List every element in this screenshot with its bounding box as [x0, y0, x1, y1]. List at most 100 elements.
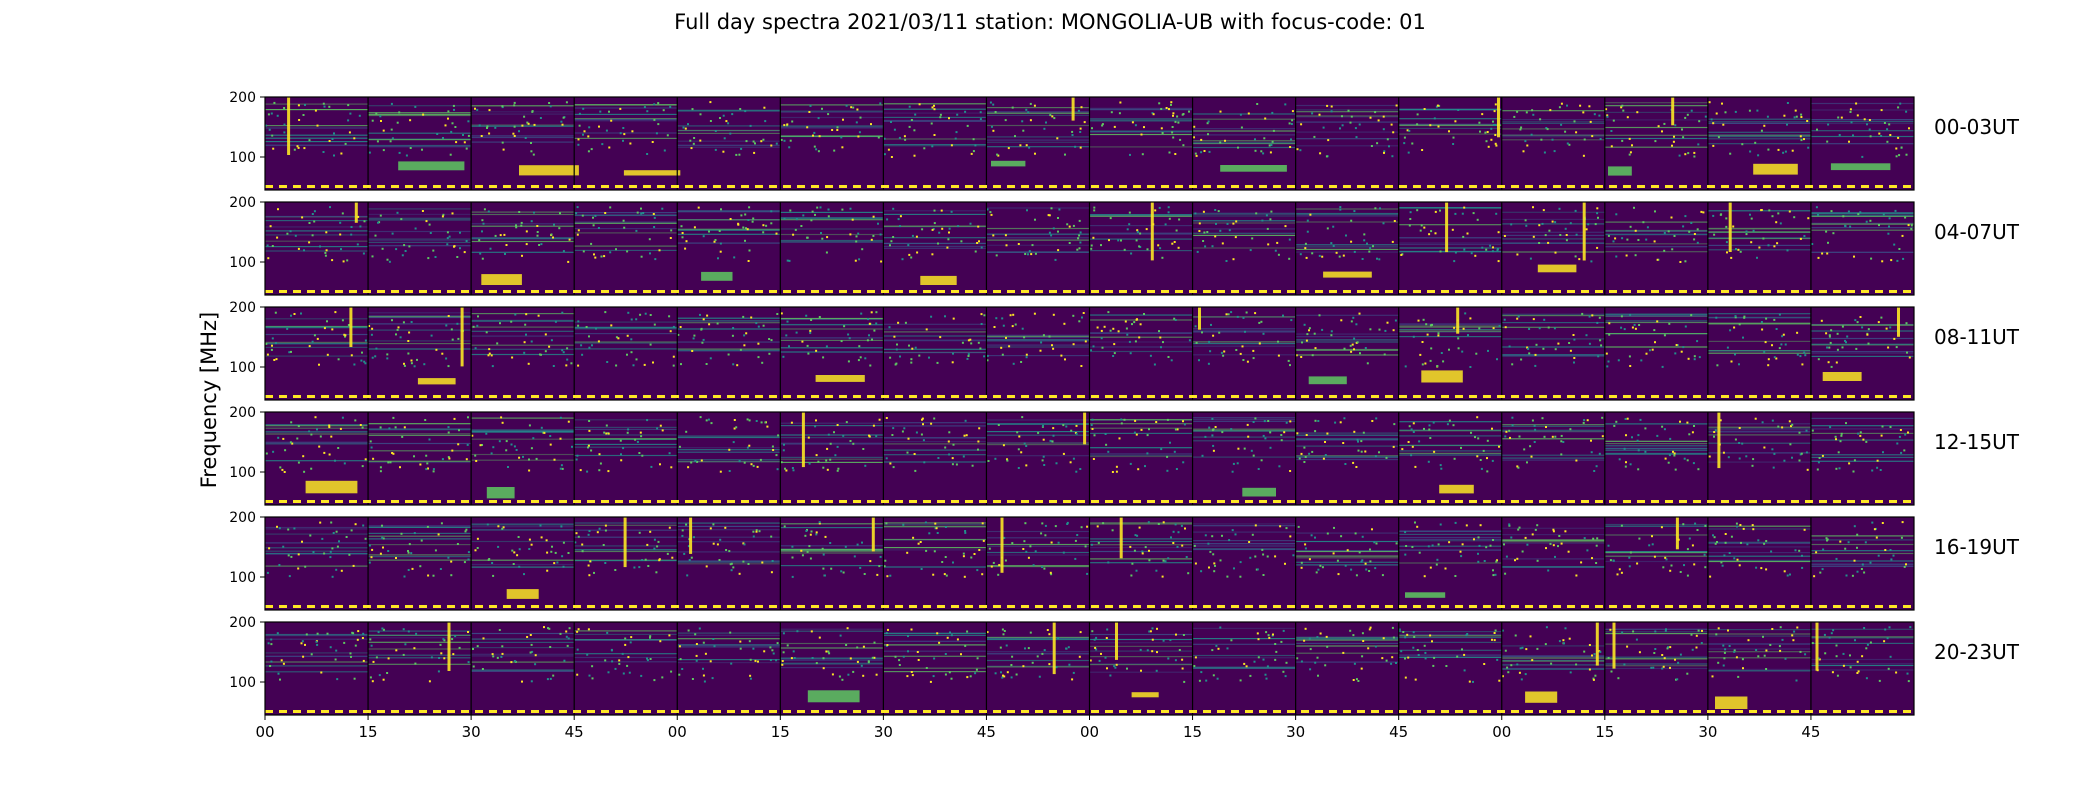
spectrogram-panel: [470, 202, 575, 295]
spectrogram-panel: [1707, 517, 1811, 610]
x-tick-label: 30: [1698, 723, 1717, 741]
spectrogram-panel: [1295, 622, 1399, 715]
panel-frame: [264, 411, 1915, 506]
spectrogram-panel: [1604, 97, 1708, 190]
spectrogram-panel: [573, 202, 678, 295]
x-tick-label: 30: [1286, 723, 1305, 741]
spectrogram-panel: [985, 307, 1090, 400]
panel-frame: [264, 306, 1915, 401]
spectrogram-panel: [1707, 622, 1811, 715]
spectrogram-panel: [1604, 307, 1708, 400]
y-tick-label: 200: [229, 300, 256, 316]
x-tick-label: 15: [1595, 723, 1614, 741]
spectrogram-panel: [367, 412, 472, 505]
x-tick-label: 45: [977, 723, 996, 741]
y-tick-label: 100: [229, 150, 256, 166]
y-tick-label: 100: [229, 675, 256, 691]
spectrogram-panel: [367, 97, 472, 190]
x-tick-label: 00: [668, 723, 687, 741]
spectrogram-panel: [985, 517, 1090, 610]
spectrogram-panel: [1810, 517, 1915, 610]
spectrogram-panel: [1810, 307, 1915, 400]
spectrogram-row: 100 200 00-03UT: [229, 90, 2020, 191]
x-tick-label: 15: [771, 723, 790, 741]
row-label: 00-03UT: [1934, 115, 2020, 139]
spectrogram-panel: [1398, 202, 1502, 295]
spectrogram-panel: [1088, 412, 1193, 505]
x-tick-label: 45: [1801, 723, 1820, 741]
spectrogram-panel: [1604, 517, 1708, 610]
spectrogram-panel: [1088, 202, 1193, 295]
chart-title: Full day spectra 2021/03/11 station: MON…: [674, 10, 1426, 34]
x-tick-label: 15: [1183, 723, 1202, 741]
spectrogram-panel: [573, 307, 678, 400]
spectrogram-panel: [1501, 307, 1605, 400]
row-label: 04-07UT: [1934, 220, 2020, 244]
row-label: 16-19UT: [1934, 535, 2020, 559]
row-label: 20-23UT: [1934, 640, 2020, 664]
spectrogram-panel: [676, 622, 781, 715]
spectrogram-panel: [1810, 412, 1915, 505]
x-tick-label: 30: [462, 723, 481, 741]
spectrogram-panel: [1088, 307, 1193, 400]
spectrogram-panel: [1707, 202, 1811, 295]
spectrogram-panel: [573, 622, 678, 715]
spectrogram-panel: [1191, 517, 1296, 610]
x-tick-label: 30: [874, 723, 893, 741]
spectrogram-panel: [1501, 412, 1605, 505]
spectrogram-panel: [265, 521, 369, 578]
x-tick-label: 45: [565, 723, 584, 741]
spectrogram-panel: [1501, 97, 1605, 190]
spectrogram-panel: [470, 517, 575, 610]
spectrogram-panel: [1295, 97, 1399, 190]
spectrogram-panel: [367, 517, 472, 610]
spectrogram-panel: [1810, 202, 1915, 295]
spectrogram-panel: [1604, 202, 1708, 295]
spectrogram-panel: [367, 202, 472, 295]
spectrogram-panel: [882, 97, 987, 190]
spectrogram-panel: [1088, 517, 1193, 610]
spectrogram-panel: [470, 97, 579, 190]
y-tick-label: 200: [229, 510, 256, 526]
spectrogram-panel: [1295, 412, 1399, 505]
spectrogram-panel: [573, 97, 681, 190]
spectrogram-panel: [470, 307, 575, 400]
y-tick-label: 100: [229, 360, 256, 376]
y-tick-label: 100: [229, 570, 256, 586]
spectrogram-panel: [882, 412, 987, 505]
spectrogram-panel: [676, 97, 781, 190]
spectrogram-panel: [1398, 622, 1502, 715]
spectrogram-row: 100 200 16-19UT: [229, 510, 2020, 611]
spectrogram-panel: [1707, 97, 1811, 190]
spectrogram-panel: [1810, 622, 1915, 715]
spectrogram-panel: [1088, 622, 1193, 715]
spectrogram-panel: [985, 202, 1090, 295]
spectrogram-row: 100 200 08-11UT: [229, 300, 2020, 401]
spectrogram-panel: [676, 307, 781, 400]
y-tick-label: 100: [229, 255, 256, 271]
spectrogram-panel: [1501, 202, 1605, 295]
y-tick-label: 200: [229, 90, 256, 106]
spectrogram-panel: [1191, 622, 1296, 715]
spectrogram-panel: [676, 412, 781, 505]
spectrogram-panel: [779, 622, 884, 715]
spectrogram-panel: [779, 517, 884, 610]
row-label: 12-15UT: [1934, 430, 2020, 454]
panel-frame: [264, 201, 1915, 296]
y-tick-label: 200: [229, 405, 256, 421]
spectrogram-panel: [676, 517, 781, 610]
spectrogram-panel: [1604, 622, 1708, 715]
spectrogram-panel: [1398, 97, 1502, 190]
spectrogram-panel: [1295, 202, 1399, 295]
spectrogram-panel: [779, 412, 884, 505]
spectrogram-panel: [1604, 412, 1708, 505]
spectrogram-panel: [265, 97, 369, 157]
spectrogram-panel: [985, 412, 1090, 505]
spectrogram-panel: [1088, 97, 1193, 190]
x-tick-label: 00: [1492, 723, 1511, 741]
panel-frame: [264, 516, 1915, 611]
spectrogram-row: 100 200 04-07UT: [229, 195, 2020, 296]
spectrogram-panel: [1191, 307, 1296, 400]
spectrogram-panel: [1191, 412, 1296, 505]
